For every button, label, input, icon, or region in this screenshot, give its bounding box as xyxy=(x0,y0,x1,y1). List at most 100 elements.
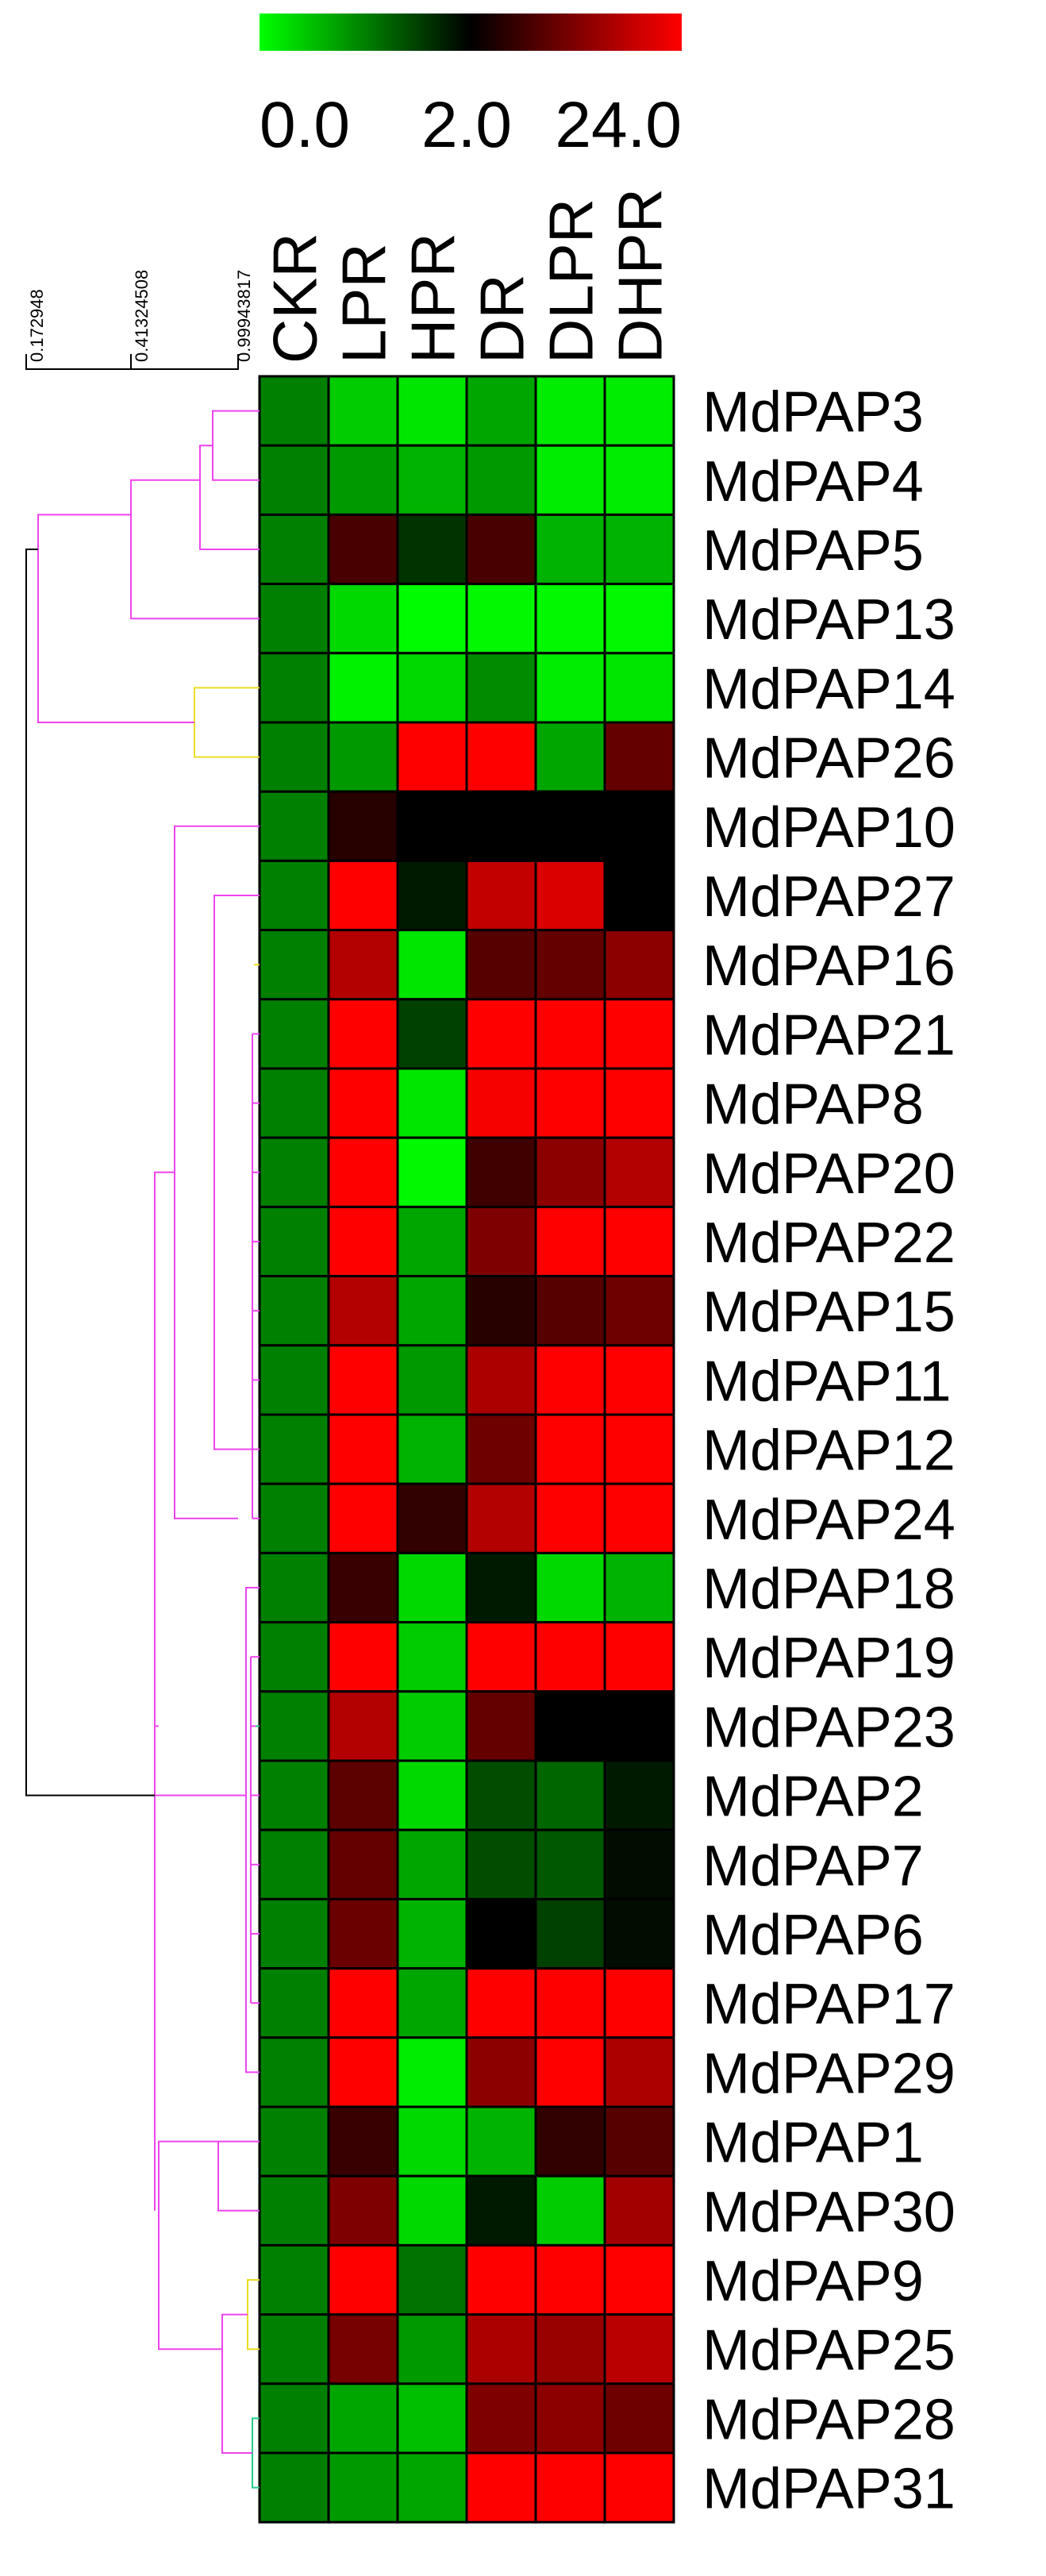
heatmap-cell xyxy=(465,375,537,447)
heatmap-cell xyxy=(258,929,330,1001)
heatmap-cell xyxy=(327,444,399,516)
row-label: MdPAP26 xyxy=(702,727,956,791)
dendrogram-branch xyxy=(221,2313,252,2454)
heatmap-cell xyxy=(603,2036,675,2108)
heatmap-cell xyxy=(327,1136,399,1208)
heatmap-cell xyxy=(327,2105,399,2177)
heatmap-cell xyxy=(603,2313,675,2385)
heatmap-cell xyxy=(258,1621,330,1693)
heatmap-cell xyxy=(603,1413,675,1485)
row-label: MdPAP5 xyxy=(702,519,924,583)
heatmap-cell xyxy=(327,1344,399,1416)
heatmap-cell xyxy=(258,1759,330,1831)
heatmap-cell xyxy=(327,2313,399,2385)
heatmap-cell xyxy=(327,1482,399,1554)
heatmap-cell xyxy=(534,2313,606,2385)
heatmap-cell xyxy=(603,1897,675,1970)
dendrogram-branch xyxy=(37,514,194,723)
heatmap-cell xyxy=(603,1690,675,1762)
heatmap-cell xyxy=(603,1621,675,1693)
heatmap-cell xyxy=(465,2036,537,2108)
heatmap-cell xyxy=(258,583,330,655)
heatmap-cell xyxy=(603,1205,675,1278)
heatmap-cell xyxy=(534,1482,606,1554)
heatmap-cell xyxy=(465,929,537,1001)
heatmap-cell xyxy=(534,2382,606,2455)
heatmap-cell xyxy=(465,513,537,586)
heatmap-cell xyxy=(258,2036,330,2108)
row-label: MdPAP8 xyxy=(702,1073,924,1137)
heatmap-cell xyxy=(534,1344,606,1416)
heatmap-cell xyxy=(396,2243,468,2316)
heatmap-cell xyxy=(603,2382,675,2455)
column-label: DR xyxy=(467,274,537,364)
color-scale-bar xyxy=(260,13,682,51)
heatmap-cell xyxy=(465,721,537,793)
heatmap-cell xyxy=(465,1967,537,2039)
heatmap-cell xyxy=(258,2105,330,2177)
heatmap-cell xyxy=(396,1828,468,1900)
dendrogram-axis: 0.172948 0.41324508 0.99943817 xyxy=(25,270,254,370)
heatmap-cell xyxy=(465,2174,537,2247)
row-label: MdPAP19 xyxy=(702,1627,956,1690)
scale-label-min: 0.0 xyxy=(260,89,350,161)
heatmap-cell xyxy=(327,1413,399,1485)
heatmap-cell xyxy=(534,998,606,1070)
heatmap-cell xyxy=(258,652,330,724)
heatmap-cell xyxy=(603,1275,675,1347)
heatmap-cell xyxy=(396,721,468,793)
heatmap-cell xyxy=(603,2451,675,2524)
heatmap-cell xyxy=(327,1551,399,1624)
heatmap-cell xyxy=(258,1205,330,1278)
heatmap-cell xyxy=(603,652,675,724)
heatmap-cell xyxy=(327,998,399,1070)
heatmap-cell xyxy=(603,2174,675,2247)
dendrogram-branch xyxy=(212,410,260,481)
heatmap-cell xyxy=(396,790,468,862)
row-label: MdPAP25 xyxy=(702,2319,956,2382)
row-label: MdPAP17 xyxy=(702,1973,956,2036)
heatmap-cell xyxy=(396,1482,468,1554)
heatmap-cell xyxy=(396,1621,468,1693)
heatmap-cell xyxy=(603,721,675,793)
column-label: DLPR xyxy=(536,198,606,364)
heatmap-cell xyxy=(396,375,468,447)
heatmap-cell xyxy=(396,1344,468,1416)
row-label: MdPAP23 xyxy=(702,1696,956,1759)
heatmap-cell xyxy=(603,1067,675,1139)
heatmap-cell xyxy=(327,652,399,724)
heatmap-cell xyxy=(258,1828,330,1900)
heatmap-cell xyxy=(396,1897,468,1970)
heatmap-cell xyxy=(327,375,399,447)
heatmap-cell xyxy=(603,513,675,586)
heatmap-cell xyxy=(258,2451,330,2524)
heatmap-cell xyxy=(534,929,606,1001)
heatmap-cell xyxy=(327,1828,399,1900)
dendrogram-branch xyxy=(247,2279,260,2351)
heatmap-cell xyxy=(396,2451,468,2524)
row-label: MdPAP1 xyxy=(702,2112,924,2175)
heatmap-cell xyxy=(465,583,537,655)
dendrogram-branch xyxy=(130,479,260,620)
dendrogram-branch xyxy=(213,895,260,1450)
heatmap-cell xyxy=(465,1551,537,1624)
row-label: MdPAP10 xyxy=(702,796,956,860)
dendrogram-branch xyxy=(25,549,155,1796)
heatmap-cell xyxy=(465,998,537,1070)
dendrogram-branch xyxy=(194,687,260,758)
heatmap-cell xyxy=(396,652,468,724)
heatmap-cell xyxy=(396,583,468,655)
heatmap-cell xyxy=(603,375,675,447)
heatmap-cell xyxy=(534,1413,606,1485)
heatmap-cell xyxy=(258,2174,330,2247)
scale-label-mid: 2.0 xyxy=(421,89,512,161)
scale-label-max: 24.0 xyxy=(555,89,682,161)
heatmap-cell xyxy=(465,1482,537,1554)
heatmap-cell xyxy=(396,1275,468,1347)
heatmap-cell xyxy=(534,1759,606,1831)
heatmap-cell xyxy=(327,721,399,793)
heatmap-cell xyxy=(465,1136,537,1208)
heatmap-cell xyxy=(534,1551,606,1624)
heatmap-cell xyxy=(465,1621,537,1693)
dendrogram-branch xyxy=(245,1587,260,2074)
